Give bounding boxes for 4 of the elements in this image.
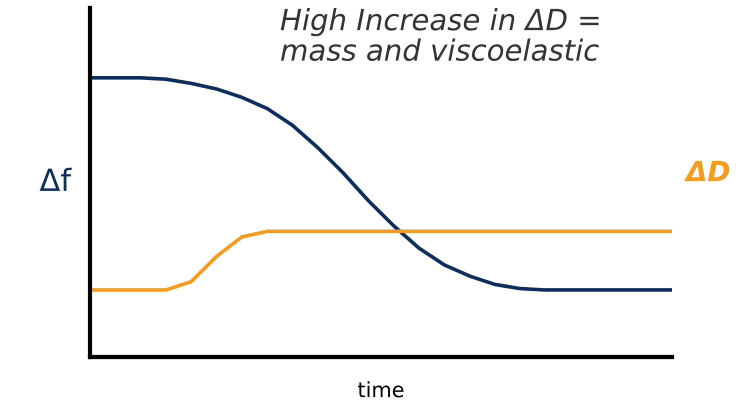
x-axis-title: time bbox=[358, 381, 404, 398]
chart-title: High Increase in ΔD = mass and viscoelastic bbox=[280, 8, 599, 62]
series-label: ΔD bbox=[684, 160, 730, 182]
y-axis-title: Δf bbox=[40, 168, 72, 191]
